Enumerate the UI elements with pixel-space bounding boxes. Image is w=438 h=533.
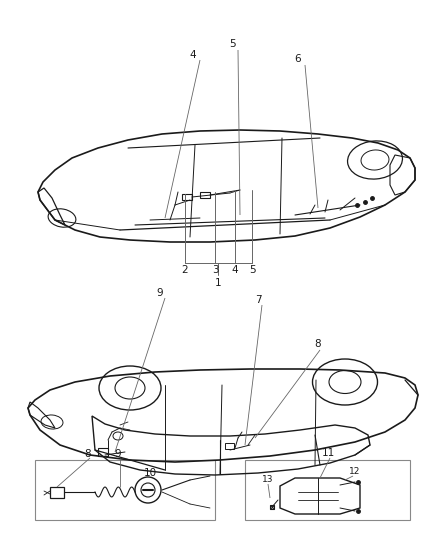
Text: 11: 11 <box>321 448 335 458</box>
Bar <box>35 460 215 520</box>
Text: 12: 12 <box>350 467 360 477</box>
Text: 9: 9 <box>115 449 121 459</box>
Text: 13: 13 <box>262 475 274 484</box>
Text: 5: 5 <box>230 39 237 49</box>
Text: 5: 5 <box>249 265 255 275</box>
Text: 1: 1 <box>215 278 221 288</box>
Text: 2: 2 <box>182 265 188 275</box>
Text: 8: 8 <box>85 449 91 459</box>
Bar <box>245 460 410 520</box>
Text: 4: 4 <box>190 50 196 60</box>
Text: 10: 10 <box>143 468 156 478</box>
Text: 3: 3 <box>212 265 218 275</box>
Text: 7: 7 <box>254 295 261 305</box>
Text: 6: 6 <box>295 54 301 64</box>
Text: 8: 8 <box>314 339 321 349</box>
Text: 9: 9 <box>157 288 163 298</box>
Text: 4: 4 <box>232 265 238 275</box>
